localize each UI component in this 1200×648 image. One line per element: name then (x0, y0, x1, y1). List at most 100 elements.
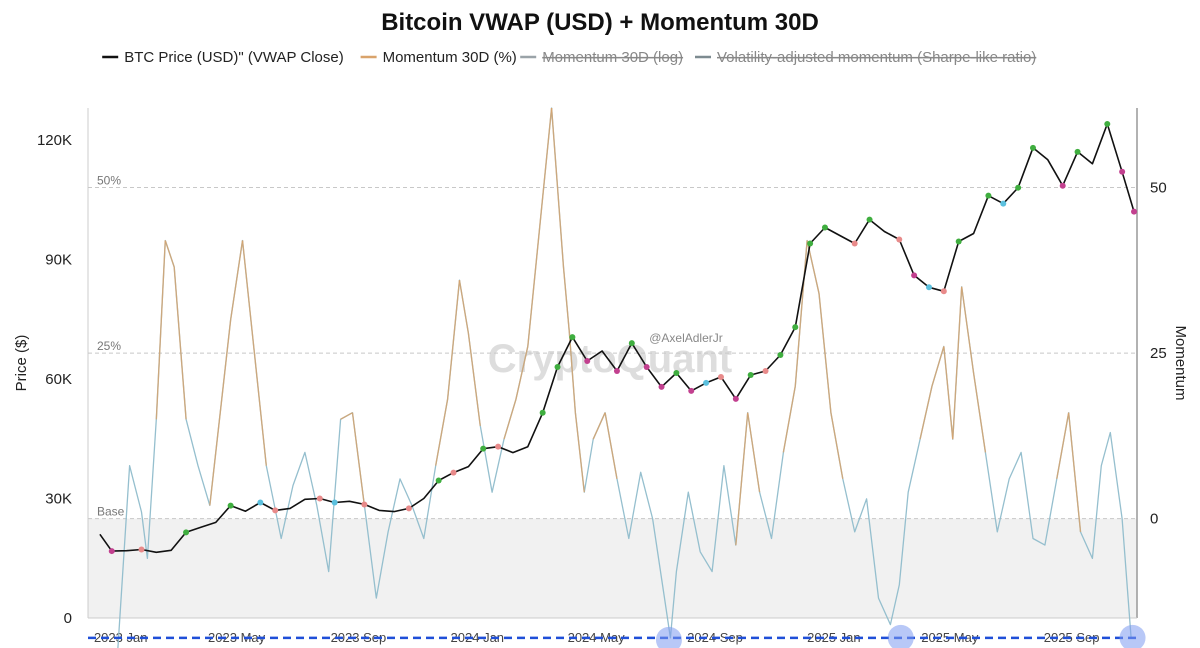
highlight-marker (655, 626, 682, 648)
price-signal-dot (896, 236, 903, 243)
left-tick-label: 0 (64, 610, 72, 627)
momentum-high-segment (747, 412, 761, 493)
momentum-high-segment (830, 412, 844, 480)
reference-lines: 50% 25% Base (88, 173, 1137, 520)
left-tick-label: 120K (37, 132, 72, 149)
momentum-high-segment (550, 107, 565, 268)
price-signal-dot (821, 224, 828, 231)
highlight-marker (887, 624, 914, 648)
price-signal-dot (1104, 120, 1111, 127)
price-signal-dot (1059, 182, 1066, 189)
price-signal-dot (257, 499, 264, 506)
momentum-high-segment (446, 280, 461, 400)
left-axis-title: Price ($) (13, 335, 30, 392)
price-signal-dot (613, 367, 620, 374)
price-signal-dot (1119, 168, 1126, 175)
momentum-high-segment (351, 412, 366, 506)
left-tick-label: 30K (45, 490, 72, 507)
momentum-high-segment (458, 280, 470, 334)
reference-label-1: 25% (97, 339, 121, 353)
price-signal-dot (331, 499, 338, 506)
momentum-high-segment (434, 399, 449, 466)
momentum-high-segment (952, 286, 963, 440)
momentum-high-segment (735, 412, 749, 546)
momentum-high-segment (919, 386, 933, 440)
price-signal-dot (495, 443, 502, 450)
price-signal-dot (673, 369, 680, 376)
left-tick-label: 90K (45, 251, 72, 268)
momentum-high-segment (592, 412, 606, 440)
base-zone-shading (88, 518, 1137, 618)
x-tick-label: 2024 Jan (451, 630, 505, 645)
price-signal-dot (851, 240, 858, 247)
momentum-high-segment (574, 412, 585, 493)
momentum-high-segment (173, 266, 187, 420)
momentum-high-segment (340, 412, 353, 420)
author-handle: @AxelAdlerJr (649, 331, 723, 345)
price-signal-dot (985, 192, 992, 199)
momentum-high-segment (1056, 412, 1070, 480)
legend-label-2: Momentum 30D (log) (542, 49, 683, 66)
price-signal-dot (703, 379, 710, 386)
price-signal-dot (762, 367, 769, 374)
price-signal-dot (747, 371, 754, 378)
price-signal-dot (435, 477, 442, 484)
price-signal-dot (688, 387, 695, 394)
series-layer (99, 107, 1138, 648)
legend-label-0: BTC Price (USD)" (VWAP Close) (124, 49, 344, 66)
momentum-high-segment (467, 333, 481, 427)
momentum-high-segment (931, 346, 945, 387)
momentum-high-segment (253, 352, 267, 466)
momentum-high-segment (782, 386, 796, 453)
price-signal-dot (480, 445, 487, 452)
legend: BTC Price (USD)" (VWAP Close) Momentum 30… (102, 49, 1036, 66)
price-signal-dot (405, 505, 412, 512)
price-signal-dot (108, 548, 115, 555)
price-signal-dot (569, 334, 576, 341)
momentum-high-segment (209, 399, 223, 506)
price-signal-dot (777, 352, 784, 359)
momentum-high-segment (241, 240, 256, 354)
price-signal-dot (925, 284, 932, 291)
left-tick-label: 60K (45, 371, 72, 388)
chart-title: Bitcoin VWAP (USD) + Momentum 30D (381, 9, 819, 36)
momentum-high-segment (527, 227, 541, 347)
momentum-high-segment (229, 240, 244, 321)
price-signal-dot (183, 529, 190, 536)
momentum-high-segment (972, 372, 987, 453)
reference-label-2: Base (97, 505, 125, 519)
highlight-marker (1119, 624, 1146, 648)
price-signal-dot (1074, 148, 1081, 155)
price-signal-dot (316, 495, 323, 502)
momentum-high-segment (568, 333, 577, 413)
price-signal-dot (955, 238, 962, 245)
left-axis-ticks: 0 30K 60K 90K 120K (37, 132, 72, 627)
price-signal-dot (792, 324, 799, 331)
price-signal-dot (554, 363, 561, 370)
price-signal-dot (361, 501, 368, 508)
momentum-high-segment (794, 240, 808, 387)
momentum-high-segment (604, 412, 618, 480)
momentum-high-segment (943, 346, 954, 440)
momentum-high-segment (538, 107, 553, 228)
right-axis-title: Momentum (1172, 325, 1189, 400)
momentum-high-segment (503, 399, 517, 440)
x-tick-label: 2023 Sep (331, 630, 387, 645)
momentum-high-segment (155, 240, 166, 420)
right-tick-label: 0 (1150, 511, 1158, 528)
price-signal-dot (1015, 184, 1022, 191)
right-axis-ticks: 0 25 50 (1150, 179, 1167, 527)
price-signal-dot (138, 546, 145, 553)
legend-label-3: Volatility-adjusted momentum (Sharpe-lik… (717, 49, 1036, 66)
reference-label-0: 50% (97, 173, 121, 187)
price-signal-dot (658, 383, 665, 390)
momentum-high-segment (1067, 412, 1082, 532)
price-signal-dot (1000, 200, 1007, 207)
price-signal-dot (584, 358, 591, 365)
price-signal-dot (628, 340, 635, 347)
price-signal-dot (940, 288, 947, 295)
right-tick-label: 50 (1150, 179, 1167, 196)
price-signal-dot (1029, 144, 1036, 151)
price-signal-dot (539, 409, 546, 416)
